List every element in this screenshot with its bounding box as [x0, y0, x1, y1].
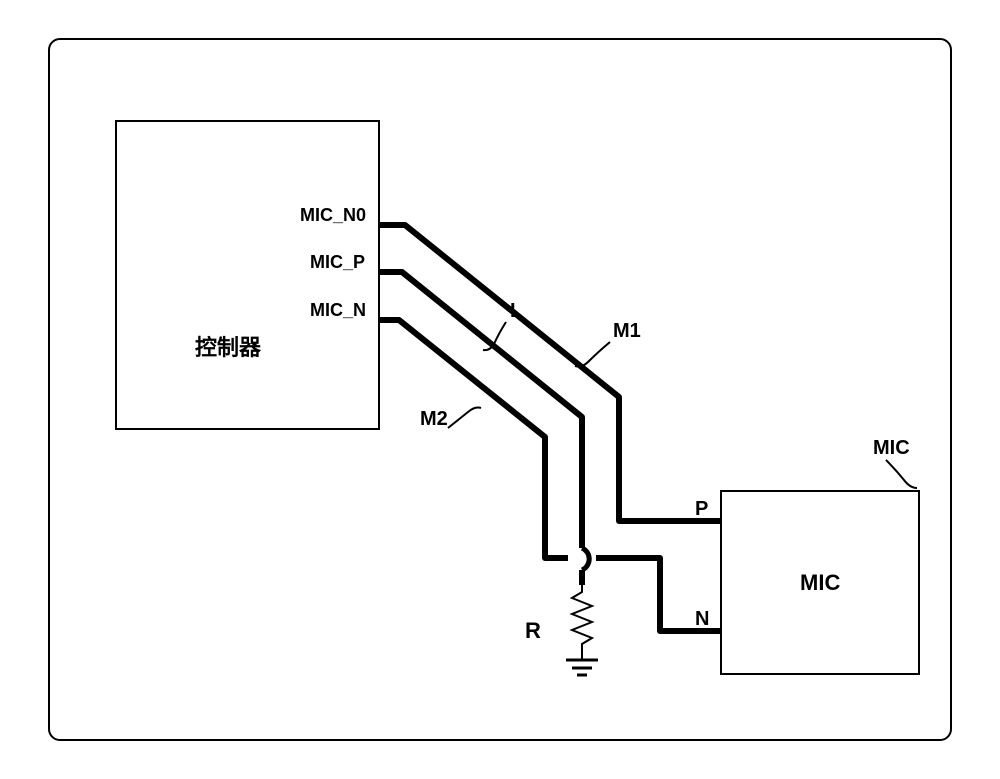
- pin-mic-p-label: MIC_P: [310, 252, 365, 273]
- mic-callout-label: MIC: [873, 437, 910, 460]
- pin-n-label: N: [695, 608, 709, 631]
- pin-p-label: P: [695, 498, 708, 521]
- resistor-label: R: [525, 618, 541, 644]
- wire-l-label: L: [510, 300, 522, 323]
- pin-mic-n0-label: MIC_N0: [300, 205, 366, 226]
- mic-block-label: MIC: [800, 570, 840, 596]
- controller-block: [115, 120, 380, 430]
- controller-label: 控制器: [195, 330, 261, 362]
- wire-m1-label: M1: [613, 320, 641, 343]
- pin-mic-n-label: MIC_N: [310, 300, 366, 321]
- wire-m2-label: M2: [420, 408, 448, 431]
